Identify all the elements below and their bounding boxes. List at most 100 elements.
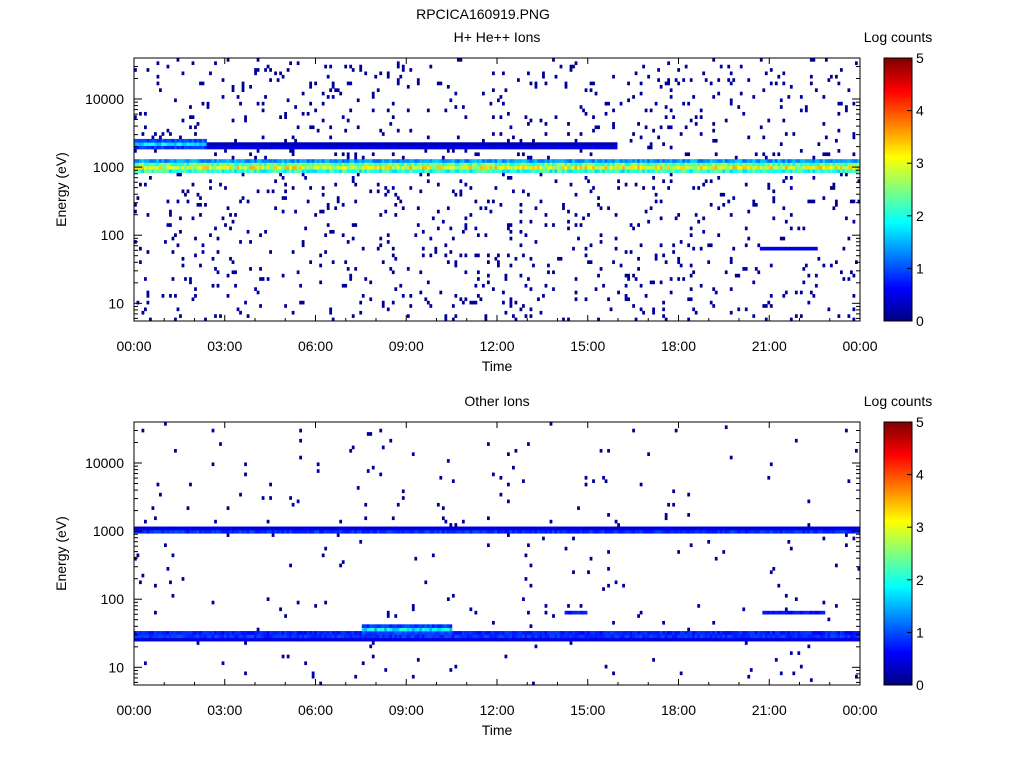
- colorbar-step: [884, 429, 912, 433]
- spectrogram-cell: [219, 529, 222, 534]
- spectrogram-cell: [416, 223, 420, 227]
- spectrogram-cell: [194, 287, 197, 291]
- spectrogram-cell: [396, 78, 400, 82]
- spectrogram-cell: [817, 142, 821, 146]
- spectrogram-cell: [439, 145, 443, 150]
- spectrogram-cell: [279, 172, 282, 177]
- spectrogram-cell: [411, 627, 415, 632]
- spectrogram-cell: [449, 165, 453, 170]
- spectrogram-cell: [379, 472, 383, 477]
- spectrogram-cell: [139, 529, 142, 534]
- spectrogram-cell: [151, 631, 155, 635]
- spectrogram-cell: [577, 169, 580, 173]
- spectrogram-cell: [379, 236, 383, 241]
- colorbar-step: [884, 278, 912, 282]
- spectrogram-cell: [329, 634, 333, 639]
- spectrogram-cell: [219, 165, 222, 170]
- spectrogram-cell: [672, 489, 676, 494]
- spectrogram-cell: [754, 162, 758, 167]
- spectrogram-cell: [654, 159, 658, 163]
- spectrogram-cell: [214, 631, 217, 635]
- spectrogram-cell: [136, 159, 140, 163]
- spectrogram-cell: [532, 145, 535, 150]
- spectrogram-cell: [762, 162, 766, 167]
- spectrogram-cell: [486, 631, 490, 635]
- spectrogram-cell: [857, 199, 861, 204]
- spectrogram-cell: [434, 634, 438, 639]
- spectrogram-cell: [246, 314, 250, 318]
- spectrogram-cell: [734, 155, 738, 160]
- spectrogram-cell: [344, 64, 348, 69]
- spectrogram-cell: [444, 142, 448, 146]
- spectrogram-cell: [839, 637, 843, 642]
- spectrogram-cell: [587, 162, 590, 167]
- spectrogram-cell: [564, 81, 568, 86]
- spectrogram-cell: [669, 162, 673, 167]
- spectrogram-cell: [567, 145, 570, 150]
- spectrogram-cell: [324, 159, 328, 163]
- spectrogram-cell: [141, 169, 145, 173]
- spectrogram-cell: [517, 78, 520, 82]
- spectrogram-cell: [476, 634, 480, 639]
- spectrogram-cell: [764, 169, 768, 173]
- spectrogram-cell: [792, 610, 796, 615]
- spectrogram-cell: [799, 162, 803, 167]
- spectrogram-cell: [159, 631, 162, 635]
- spectrogram-cell: [331, 162, 335, 167]
- spectrogram-cell: [547, 263, 550, 268]
- spectrogram-cell: [547, 169, 550, 173]
- spectrogram-cell: [589, 529, 593, 534]
- spectrogram-cell: [169, 169, 172, 173]
- spectrogram-cell: [694, 213, 698, 217]
- spectrogram-cell: [669, 290, 673, 295]
- spectrogram-cell: [727, 631, 731, 635]
- spectrogram-cell: [537, 159, 540, 163]
- spectrogram-cell: [649, 280, 653, 285]
- spectrogram-cell: [236, 529, 240, 534]
- spectrogram-cell: [852, 307, 856, 312]
- spectrogram-cell: [259, 529, 262, 534]
- spectrogram-cell: [474, 142, 478, 146]
- spectrogram-cell: [514, 169, 518, 173]
- spectrogram-cell: [396, 529, 400, 534]
- spectrogram-cell: [386, 307, 390, 312]
- spectrogram-cell: [464, 115, 468, 119]
- spectrogram-cell: [672, 502, 676, 507]
- spectrogram-cell: [304, 176, 308, 180]
- spectrogram-cell: [662, 300, 666, 305]
- spectrogram-cell: [464, 162, 468, 167]
- spectrogram-cell: [334, 165, 338, 170]
- spectrogram-cell: [424, 297, 428, 302]
- spectrogram-cell: [799, 169, 803, 173]
- spectrogram-cell: [449, 624, 453, 628]
- spectrogram-cell: [406, 637, 410, 642]
- spectrogram-cell: [491, 169, 495, 173]
- spectrogram-cell: [469, 145, 473, 150]
- spectrogram-cell: [729, 260, 733, 264]
- spectrogram-cell: [709, 169, 713, 173]
- spectrogram-cell: [532, 142, 535, 146]
- spectrogram-cell: [196, 169, 200, 173]
- spectrogram-cell: [842, 526, 846, 531]
- spectrogram-cell: [689, 637, 693, 642]
- spectrogram-cell: [667, 61, 671, 66]
- colorbar-step: [884, 493, 912, 497]
- spectrogram-cell: [537, 142, 540, 146]
- spectrogram-cell: [732, 637, 736, 642]
- spectrogram-cell: [191, 634, 195, 639]
- spectrogram-cell: [284, 145, 288, 150]
- spectrogram-cell: [837, 101, 841, 106]
- spectrogram-cell: [497, 526, 500, 531]
- spectrogram-cell: [446, 597, 450, 601]
- spectrogram-cell: [594, 637, 598, 642]
- spectrogram-cell: [459, 189, 463, 194]
- spectrogram-cell: [306, 162, 310, 167]
- spectrogram-cell: [767, 631, 771, 635]
- spectrogram-cell: [754, 526, 758, 531]
- spectrogram-cell: [622, 526, 625, 531]
- spectrogram-cell: [476, 277, 480, 281]
- spectrogram-cell: [654, 165, 658, 170]
- spectrogram-cell: [301, 169, 305, 173]
- spectrogram-cell: [529, 256, 533, 261]
- spectrogram-cell: [419, 529, 423, 534]
